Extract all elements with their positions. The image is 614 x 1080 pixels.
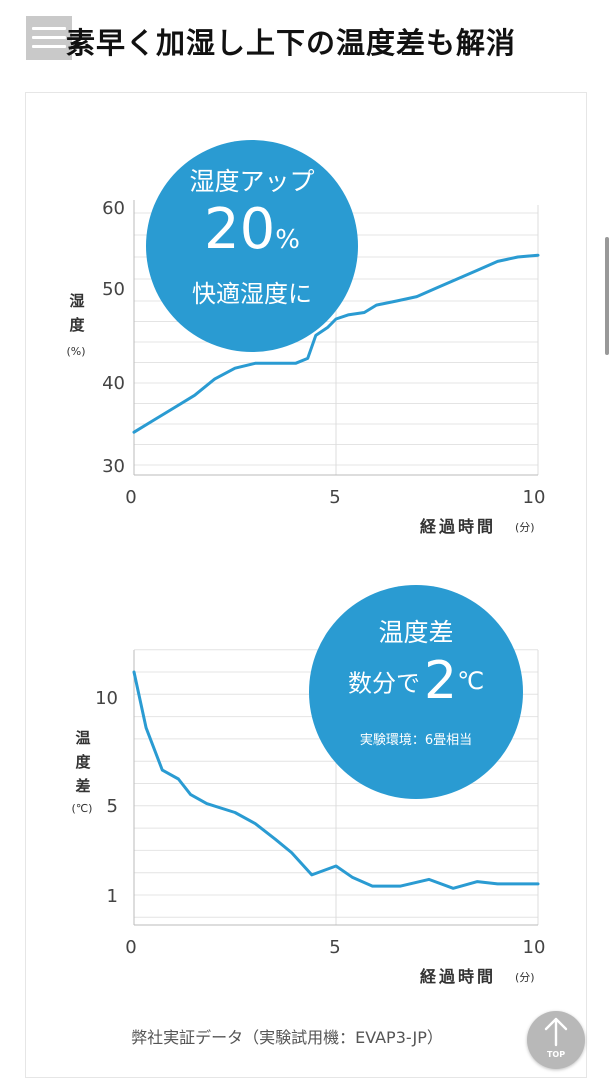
- callout-heading: 湿度アップ: [189, 167, 315, 196]
- callout-prefix: 数分で: [347, 669, 420, 698]
- callout-value-number: 2: [423, 651, 458, 711]
- y-axis-label: 度: [69, 316, 85, 334]
- x-tick: 10: [523, 487, 546, 508]
- y-axis-label: 温: [75, 729, 90, 747]
- x-tick: 5: [329, 487, 340, 508]
- callout-heading: 温度差: [378, 618, 454, 647]
- y-axis-label: 湿: [69, 292, 84, 310]
- x-tick: 5: [329, 937, 340, 958]
- y-axis-unit: (℃): [72, 802, 93, 815]
- humidity-series-line: [132, 253, 540, 434]
- y-tick: 60: [102, 198, 125, 219]
- y-tick: 30: [102, 456, 125, 477]
- x-tick: 10: [523, 937, 546, 958]
- page-title: 素早く加湿し上下の温度差も解消: [66, 26, 517, 60]
- callout-subtext: 快適湿度に: [192, 280, 312, 308]
- temperature-difference-series-line: [132, 670, 540, 890]
- x-axis-unit: (分): [515, 971, 535, 984]
- x-axis-title: 経過時間: [420, 967, 496, 986]
- callout-value-unit: ℃: [457, 667, 485, 695]
- x-axis-unit: (分): [515, 521, 535, 534]
- x-tick: 0: [125, 937, 136, 958]
- y-tick: 1: [107, 886, 118, 907]
- callout-value-unit: %: [275, 225, 300, 255]
- y-axis-unit: (%): [66, 345, 85, 358]
- scrollbar-thumb[interactable]: [605, 237, 609, 355]
- callout-value: 数分で2℃: [309, 649, 523, 713]
- y-tick: 10: [95, 688, 118, 709]
- callout-note: 実験環境：6畳相当: [359, 733, 473, 748]
- hamburger-menu-icon[interactable]: [26, 16, 72, 60]
- humidity-callout-badge: 湿度アップ 20% 快適湿度に: [146, 140, 358, 352]
- y-tick: 5: [107, 796, 118, 817]
- arrow-up-icon: [544, 1017, 568, 1047]
- back-to-top-button[interactable]: TOP: [527, 1011, 585, 1069]
- callout-value-number: 20: [204, 197, 276, 262]
- x-tick: 0: [125, 487, 136, 508]
- x-axis-title: 経過時間: [420, 517, 496, 536]
- y-tick: 50: [102, 279, 125, 300]
- y-tick: 40: [102, 373, 125, 394]
- y-axis-label: 差: [75, 777, 90, 795]
- back-to-top-label: TOP: [546, 1050, 566, 1059]
- callout-value: 20%: [146, 198, 358, 262]
- data-source-caption: 弊社実証データ（実験試用機：EVAP3-JP）: [131, 1028, 443, 1047]
- temperature-callout-badge: 温度差 数分で2℃ 実験環境：6畳相当: [309, 585, 523, 799]
- y-axis-label: 度: [75, 753, 91, 771]
